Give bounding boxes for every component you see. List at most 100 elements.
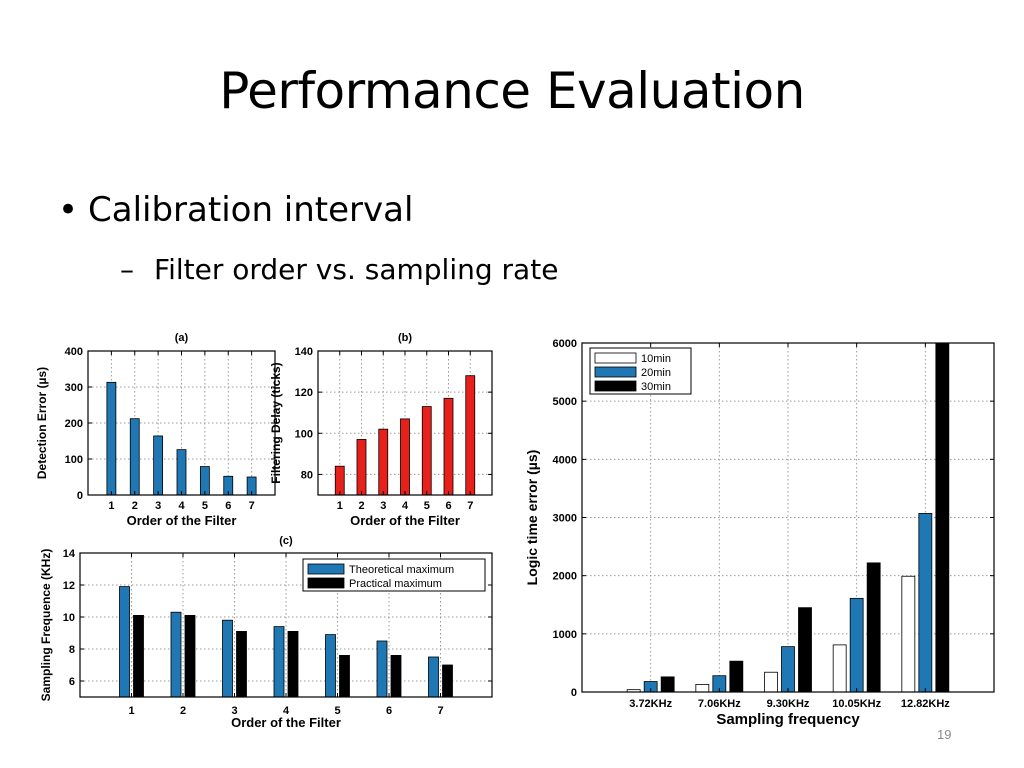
bar-c-s0-3 [273,626,285,698]
legend-label-1: 20min [641,367,671,379]
bar-d-s2-2 [798,607,812,693]
bar-c-s0-5 [376,640,388,698]
bar-c-s0-1 [170,611,182,698]
x-tick-label: 2 [132,500,138,512]
legend-swatch-0 [307,563,345,575]
x-tick-label: 1 [108,500,114,512]
bar-b-s0-3 [400,418,410,496]
chart-title: (c) [279,535,293,547]
bar-d-s0-4 [901,575,916,693]
y-tick-label: 400 [65,346,83,358]
x-tick-label: 3.72KHz [629,698,672,710]
legend-label-2: 30min [641,381,671,393]
bar-d-s1-3 [849,597,864,693]
y-tick-label: 3000 [553,513,577,525]
x-tick-label: 5 [334,705,340,717]
x-tick-label: 6 [445,500,451,512]
bar-d-s2-1 [729,660,744,693]
bar-c-s1-0 [133,615,144,698]
chart-title: (a) [175,332,189,344]
x-tick-label: 7 [437,705,443,717]
y-axis-label: Sampling Frequence (KHz) [39,549,53,702]
x-tick-label: 7 [249,500,255,512]
y-axis-label: Detection Error (µs) [35,367,49,479]
bar-d-s1-4 [918,513,933,693]
bar-a-s0-3 [176,449,187,496]
x-tick-label: 4 [283,705,290,717]
bar-d-s2-0 [660,676,675,693]
y-tick-label: 80 [301,469,313,481]
legend-label-0: Theoretical maximum [349,564,454,576]
bar-a-s0-4 [199,466,210,496]
legend-swatch-1 [307,577,345,589]
x-tick-label: 4 [178,500,185,512]
x-axis-label: Order of the Filter [127,513,237,528]
x-axis-label: Order of the Filter [231,715,341,730]
bullet-dot: • [58,190,79,230]
y-axis-label: Logic time error (µs) [524,450,540,586]
bullet-text: Calibration interval [88,190,414,230]
bar-a-s0-2 [153,435,164,496]
x-axis-label: Order of the Filter [350,513,460,528]
x-tick-label: 2 [180,705,186,717]
bar-b-s0-2 [378,428,389,496]
legend-swatch-0 [594,352,637,364]
y-tick-label: 6 [69,676,75,688]
subbullet-text: Filter order vs. sampling rate [154,253,559,286]
y-tick-label: 0 [77,490,83,502]
slide-number: 19 [937,727,952,742]
bar-d-s2-4 [935,342,950,693]
bar-d-s2-3 [866,562,881,693]
bar-d-s0-3 [832,644,847,693]
chart-d-logic-time-error: 0 1000 2000 3000 4000 5000 6000 3.72KHz 7.06KHz 9… [524,338,995,728]
y-tick-label: 140 [295,346,313,358]
y-axis-label: Filtering Delay (ticks) [269,362,283,483]
bar-d-s0-1 [695,684,710,693]
bar-c-s0-4 [325,634,336,698]
bar-b-s0-1 [356,439,367,496]
bar-a-s0-1 [129,418,140,496]
bar-c-s1-3 [287,631,299,698]
x-tick-label: 2 [358,500,364,512]
x-tick-label: 7 [467,500,473,512]
bar-c-s1-4 [339,655,350,698]
y-tick-label: 0 [571,687,577,699]
x-tick-label: 10.05KHz [832,698,881,710]
x-tick-label: 7.06KHz [698,698,741,710]
y-tick-label: 120 [295,387,313,399]
bar-b-s0-4 [421,406,432,496]
y-tick-label: 6000 [553,338,577,350]
bar-b-s0-0 [334,465,345,496]
legend-label-1: Practical maximum [349,578,442,590]
x-axis-label: Sampling frequency [716,711,860,728]
bar-b-s0-5 [443,397,454,496]
x-tick-label: 4 [402,500,409,512]
bar-a-s0-0 [106,381,117,496]
bar-c-s0-6 [428,656,439,698]
bar-d-s1-2 [781,646,795,693]
bar-c-s1-2 [236,631,247,698]
x-tick-label: 1 [337,500,343,512]
x-tick-label: 6 [386,705,392,717]
x-tick-label: 3 [155,500,161,512]
y-tick-label: 100 [295,428,313,440]
bar-c-s0-2 [222,619,233,698]
bar-b-s0-6 [465,375,476,496]
y-tick-label: 2000 [553,571,577,583]
x-tick-label: 12.82KHz [901,698,950,710]
subbullet-filter-order: – Filter order vs. sampling rate [120,253,558,286]
y-tick-label: 100 [65,454,83,466]
chart-a-detection-error: 0 100 200 300 400 1 2 3 4 5 6 7 (a) Order of the Filt… [35,332,276,528]
y-tick-label: 10 [63,612,75,624]
chart-b-filtering-delay: 80 100 120 140 1 2 3 4 5 6 7 (b) Order of the Filter… [269,332,493,528]
y-tick-label: 300 [65,382,83,394]
bar-c-s1-1 [184,615,196,698]
x-tick-label: 6 [225,500,231,512]
bar-c-s0-0 [119,586,130,698]
x-tick-label: 3 [231,705,237,717]
x-tick-label: 1 [128,705,134,717]
y-tick-label: 1000 [553,629,577,641]
y-tick-label: 8 [69,644,75,656]
subbullet-dash: – [120,253,134,286]
